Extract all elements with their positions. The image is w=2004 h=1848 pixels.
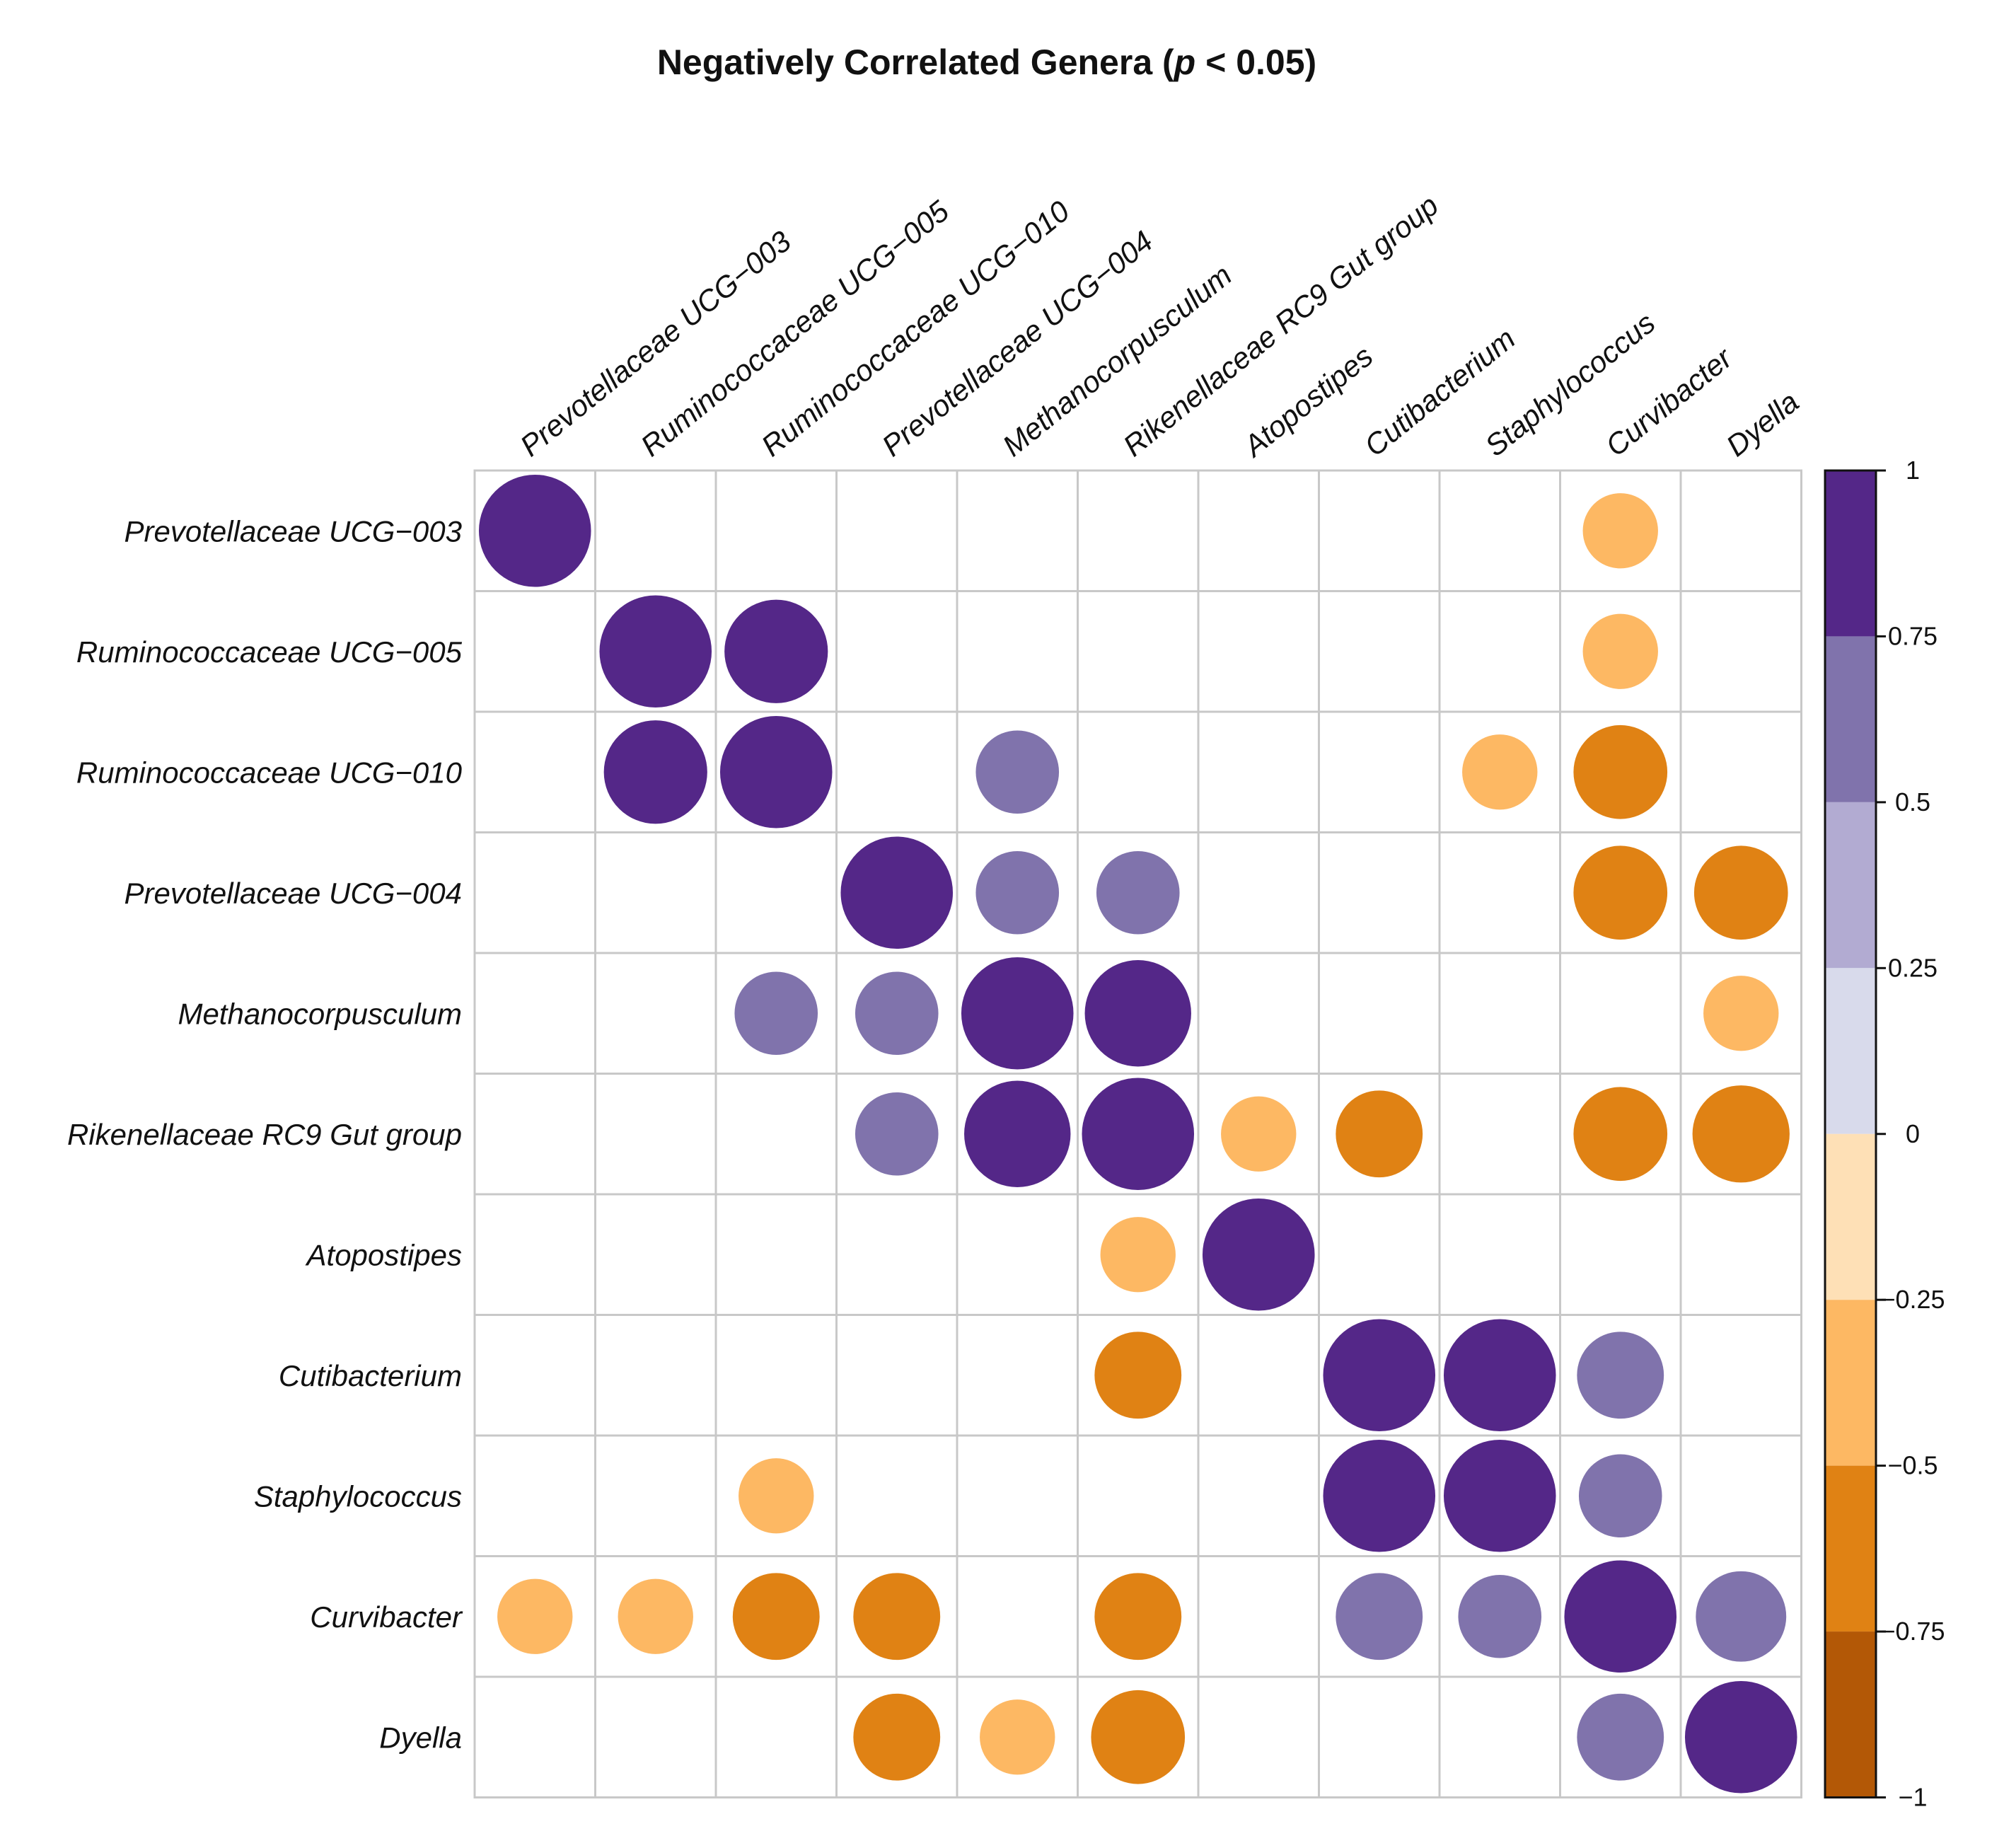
correlation-circle xyxy=(964,1080,1071,1187)
row-label: Ruminococcaceae UCG−010 xyxy=(76,756,463,789)
circle-layer xyxy=(478,474,1797,1794)
correlation-circle xyxy=(1458,1574,1542,1658)
column-label: Methanocorpusculum xyxy=(996,258,1238,463)
correlation-circle xyxy=(1094,1332,1182,1419)
colorbar-bin xyxy=(1825,968,1876,1134)
correlation-circle xyxy=(1443,1439,1556,1552)
column-label: Dyella xyxy=(1720,385,1805,463)
correlation-circle xyxy=(1564,1560,1677,1673)
row-label: Staphylococcus xyxy=(254,1479,462,1513)
correlation-circle xyxy=(1462,734,1538,810)
colorbar-tick-label: 0 xyxy=(1906,1119,1920,1148)
correlation-circle xyxy=(840,836,954,949)
correlation-circle xyxy=(1573,724,1668,819)
correlation-circle xyxy=(732,1573,820,1661)
row-label: Rikenellaceae RC9 Gut group xyxy=(67,1118,462,1151)
colorbar-bin xyxy=(1825,1465,1876,1632)
correlation-circle xyxy=(1577,1332,1664,1419)
correlation-circle xyxy=(961,957,1074,1070)
correlation-circle xyxy=(855,971,939,1056)
chart-title: Negatively Correlated Genera (p < 0.05) xyxy=(657,42,1316,82)
correlation-circle xyxy=(599,595,712,708)
correlation-circle xyxy=(1573,1087,1668,1182)
colorbar-bin xyxy=(1825,1632,1876,1798)
correlation-circle xyxy=(1577,1693,1664,1781)
title-p: p xyxy=(1173,42,1196,82)
correlation-circle xyxy=(1091,1690,1186,1784)
correlation-circle xyxy=(1082,1078,1195,1191)
colorbar-tick-label: −1 xyxy=(1898,1783,1927,1812)
correlation-circle xyxy=(603,720,707,824)
correlation-circle xyxy=(1221,1096,1297,1172)
correlation-circle xyxy=(1703,976,1779,1051)
colorbar-bin xyxy=(1825,636,1876,802)
correlation-circle xyxy=(1582,493,1658,569)
correlation-circle xyxy=(1573,845,1668,940)
correlation-circle xyxy=(719,715,833,828)
colorbar-bin xyxy=(1825,1300,1876,1466)
correlation-circle xyxy=(1323,1439,1436,1552)
title-rest: < 0.05) xyxy=(1195,42,1316,82)
correlation-circle xyxy=(1692,1085,1790,1183)
correlation-circle xyxy=(855,1092,939,1176)
row-label: Prevotellaceae UCG−004 xyxy=(124,877,462,910)
colorbar-bin xyxy=(1825,470,1876,637)
correlation-circle xyxy=(1696,1571,1787,1662)
correlation-circle xyxy=(739,1458,814,1534)
title-main: Negatively Correlated Genera ( xyxy=(657,42,1174,82)
row-labels: Prevotellaceae UCG−003 Ruminococcaceae UC… xyxy=(67,514,463,1754)
colorbar-bin xyxy=(1825,802,1876,969)
row-label: Cutibacterium xyxy=(279,1359,462,1392)
correlation-circle xyxy=(853,1573,941,1661)
correlation-circle xyxy=(1094,1573,1182,1661)
correlation-circle xyxy=(1084,960,1191,1067)
correlation-circle xyxy=(1336,1090,1423,1178)
colorbar-tick-label: 1 xyxy=(1906,456,1920,485)
correlation-circle xyxy=(1578,1454,1662,1538)
correlation-circle xyxy=(975,730,1060,814)
correlation-circle xyxy=(1443,1319,1556,1432)
colorbar-tick-label: 0.25 xyxy=(1888,953,1938,982)
correlation-circle xyxy=(734,971,818,1056)
correlation-circle xyxy=(724,599,828,703)
correlation-circle xyxy=(478,474,591,587)
correlation-circle xyxy=(853,1693,941,1781)
colorbar-tick-label: −0.25 xyxy=(1880,1285,1945,1314)
correlation-circle xyxy=(980,1699,1055,1775)
colorbar-tick-label: −0.75 xyxy=(1880,1617,1945,1646)
correlation-circle xyxy=(1100,1217,1176,1293)
correlation-circle xyxy=(1582,613,1658,689)
colorbar-tick-label: 0.75 xyxy=(1888,621,1938,650)
correlation-circle xyxy=(1323,1319,1436,1432)
colorbar-tick-label: 0.5 xyxy=(1895,787,1930,816)
correlation-circle xyxy=(497,1578,573,1654)
correlation-circle xyxy=(1202,1198,1315,1311)
colorbar-bin xyxy=(1825,1133,1876,1300)
row-label: Prevotellaceae UCG−003 xyxy=(124,514,462,548)
row-label: Ruminococcaceae UCG−005 xyxy=(76,635,463,669)
row-label: Atopostipes xyxy=(305,1238,462,1271)
correlation-circle xyxy=(618,1578,693,1654)
row-label: Curvibacter xyxy=(310,1600,463,1634)
colorbar-tick-label: −0.5 xyxy=(1887,1451,1938,1480)
colorbar-legend: 1 0.75 0.5 0.25 0 −0.25 −0.5 −0.75 −1 xyxy=(1824,456,1945,1812)
correlation-circle xyxy=(1336,1573,1423,1661)
row-label: Dyella xyxy=(379,1721,462,1754)
row-label: Methanocorpusculum xyxy=(178,997,462,1030)
correlation-circle xyxy=(1684,1680,1797,1794)
correlation-circle xyxy=(1693,845,1788,940)
correlation-circle xyxy=(975,850,1060,935)
correlation-circle xyxy=(1096,850,1180,935)
